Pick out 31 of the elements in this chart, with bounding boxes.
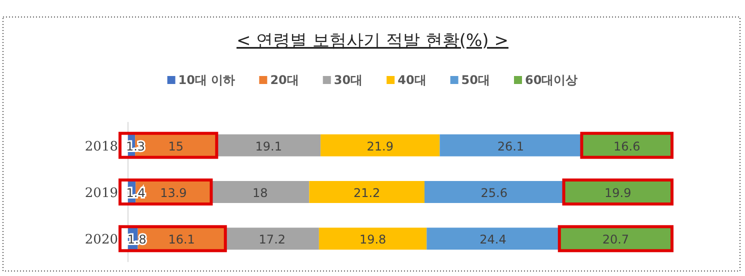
bar (216, 134, 321, 156)
data-label: 16.6 (613, 139, 640, 154)
bar (225, 228, 319, 250)
data-label: 21.9 (366, 139, 394, 154)
legend-label: 20대 (270, 73, 299, 87)
legend-label: 60대이상 (525, 73, 578, 87)
data-label: 24.4 (480, 232, 506, 247)
data-label: 19.1 (255, 139, 282, 154)
data-label: 17.2 (258, 232, 286, 247)
y-tick-label: 2018 (84, 139, 118, 154)
y-tick-label: 2020 (84, 232, 118, 248)
data-label: 16.1 (168, 232, 195, 247)
data-label: 13.9 (160, 186, 187, 200)
data-label: 15 (168, 139, 184, 154)
bar (309, 181, 424, 203)
data-label: 26.1 (497, 139, 524, 154)
data-label: 21.2 (353, 186, 380, 200)
data-label: 18 (252, 186, 268, 200)
bar (318, 228, 427, 250)
data-label: 19.8 (359, 232, 386, 247)
y-tick-label: 2019 (84, 186, 118, 201)
legend-label: 50대 (461, 73, 490, 87)
data-label: 19.9 (604, 186, 632, 200)
chart-title: < 연령별 보험사기 적발 현황(%) > (236, 31, 508, 51)
legend-label: 10대 이하 (178, 73, 236, 87)
legend-label: 40대 (398, 73, 426, 87)
bar (320, 134, 440, 156)
data-label: 25.6 (480, 186, 508, 200)
data-label: 20.7 (602, 232, 630, 247)
bar (211, 181, 310, 203)
legend-label: 30대 (334, 73, 363, 87)
